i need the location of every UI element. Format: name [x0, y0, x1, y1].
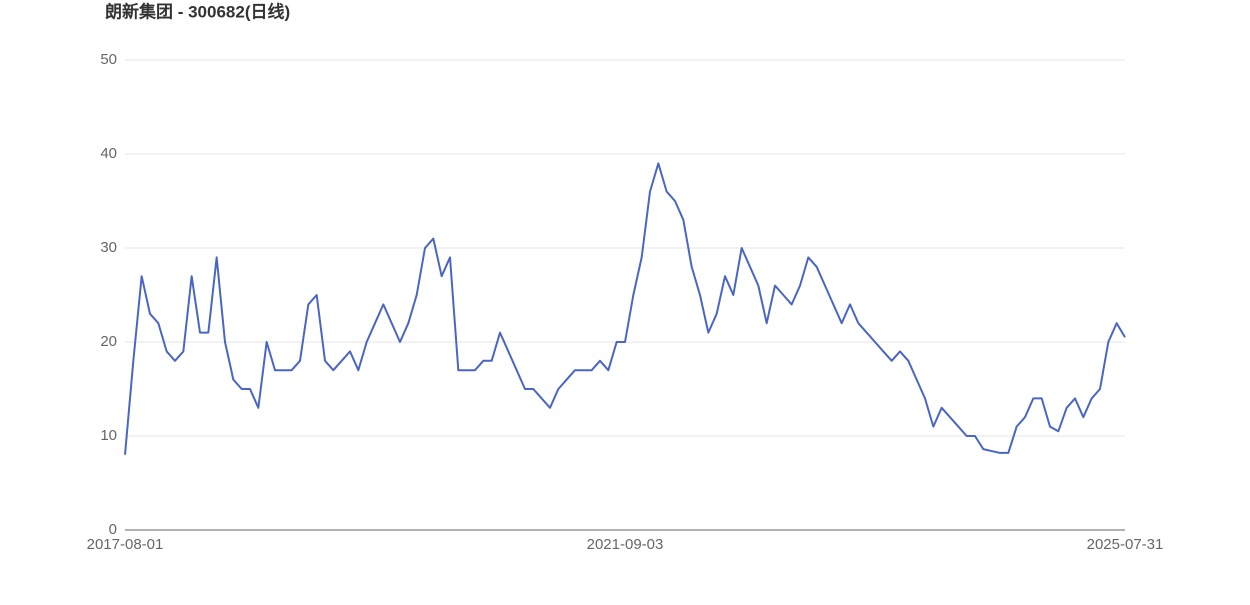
y-tick-label: 50 — [100, 51, 117, 68]
x-tick-label: 2021-09-03 — [587, 536, 664, 553]
y-tick-label: 0 — [109, 521, 117, 538]
chart-title: 朗新集团 - 300682(日线) — [105, 1, 290, 21]
y-tick-label: 20 — [100, 333, 117, 350]
y-tick-label: 10 — [100, 427, 117, 444]
y-tick-label: 30 — [100, 239, 117, 256]
x-tick-label: 2017-08-01 — [87, 536, 164, 553]
x-tick-label: 2025-07-31 — [1087, 536, 1164, 553]
price-line — [124, 162, 1126, 455]
y-tick-label: 40 — [100, 145, 117, 162]
